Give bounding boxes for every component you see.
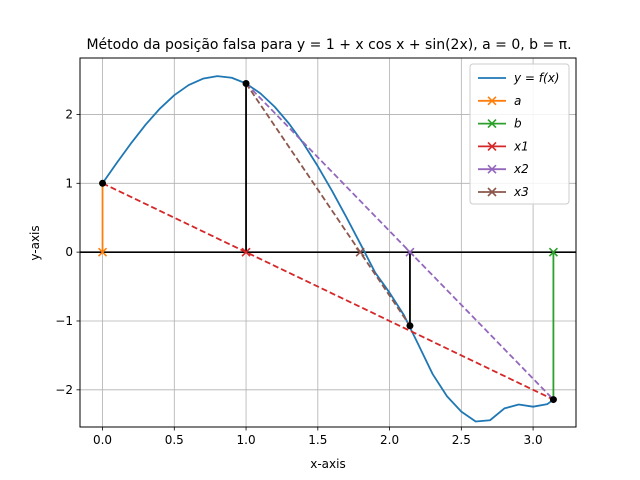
- series-x3-line: [245, 82, 411, 327]
- y-axis-label: y-axis: [28, 225, 42, 260]
- legend-label: a: [514, 94, 521, 108]
- legend-item-b: b: [478, 117, 522, 131]
- y-tick-label: 1: [65, 176, 73, 190]
- x-tick-label: 3.0: [524, 433, 543, 447]
- legend-item-x2: x2: [478, 162, 529, 176]
- legend-marker: [487, 119, 497, 129]
- legend-marker: [487, 141, 497, 151]
- legend-label: x1: [513, 139, 529, 153]
- y-tick-label: 0: [65, 245, 73, 259]
- x-tick-label: 0.5: [165, 433, 184, 447]
- legend-marker: [487, 96, 497, 106]
- axes-frame: [79, 57, 577, 428]
- series-x1-line: [102, 182, 554, 401]
- legend-label: x2: [513, 162, 529, 176]
- x-axis-label: x-axis: [310, 457, 345, 471]
- legend-box: [469, 63, 570, 205]
- legend-item-a: a: [478, 94, 521, 108]
- series-b-marker: [548, 247, 558, 257]
- x-tick-label: 1.5: [308, 433, 327, 447]
- x-tick-label: 1.0: [237, 433, 256, 447]
- function-curve: [101, 75, 554, 423]
- series-a-marker: [97, 247, 108, 257]
- series-x2-root-marker: [405, 247, 415, 257]
- y-tick-label: 2: [65, 107, 73, 121]
- ticks: 0.0 0.5 1.0 1.5 2.0 2.5 3.0 −2 −1 0 1 2: [55, 107, 542, 447]
- chart-title: Método da posição falsa para y = 1 + x c…: [86, 37, 571, 53]
- series-x1-root-marker: [241, 247, 251, 257]
- legend-label: x3: [513, 185, 529, 199]
- x-tick-label: 0.0: [93, 433, 112, 447]
- legend-marker: [487, 164, 497, 174]
- legend-label: y = f(x): [513, 71, 559, 85]
- evaluation-point: [242, 79, 250, 87]
- legend-item-x3: x3: [478, 185, 529, 199]
- evaluation-point: [406, 322, 414, 330]
- y-tick-label: −2: [55, 383, 73, 397]
- x-tick-label: 2.0: [380, 433, 399, 447]
- evaluation-point: [99, 179, 107, 187]
- legend-marker: [487, 187, 497, 197]
- series-x2-line: [245, 82, 555, 401]
- legend-label: b: [514, 117, 522, 131]
- y-tick-label: −1: [55, 314, 73, 328]
- x-tick-label: 2.5: [452, 433, 471, 447]
- plot-area: [80, 75, 576, 423]
- series-x3-root-marker: [355, 247, 365, 257]
- legend-item-yfx: y = f(x): [478, 71, 559, 85]
- legend-item-x1: x1: [478, 139, 529, 153]
- legend: y = f(x) ab x1 x2 x3: [469, 63, 570, 205]
- evaluation-point: [549, 396, 557, 404]
